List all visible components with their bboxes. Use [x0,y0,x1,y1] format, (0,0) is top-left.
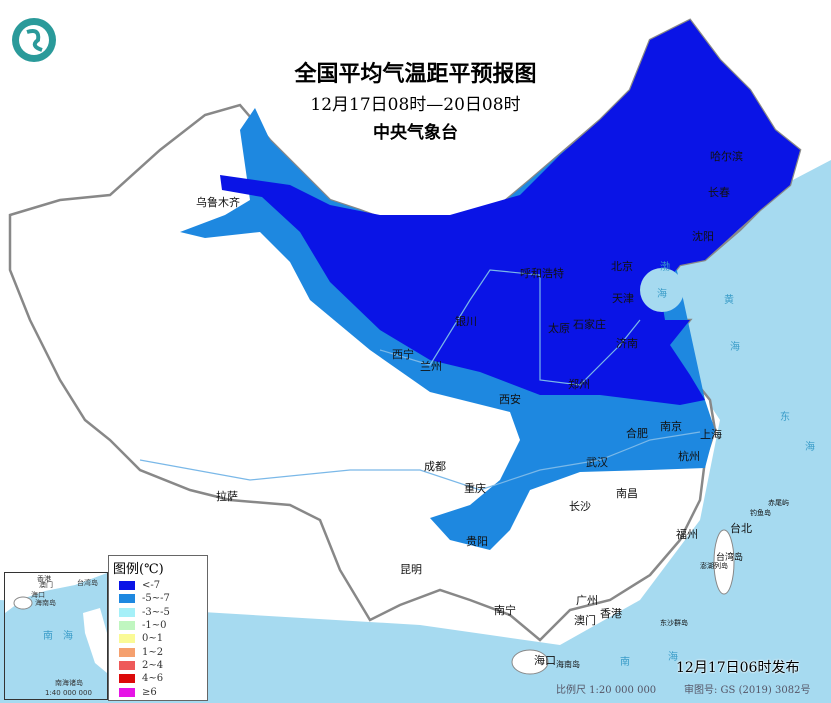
svg-text:东: 东 [780,410,790,423]
svg-text:上海: 上海 [700,427,722,441]
south-china-sea-inset: 香港 澳门 台湾岛 海口 海南岛 南 海 南海诸岛 1:40 000 000 [4,572,108,700]
svg-text:1:40 000 000: 1:40 000 000 [45,689,92,697]
svg-text:拉萨: 拉萨 [216,489,238,503]
taiwan-island [713,529,735,595]
svg-text:澎湖列岛: 澎湖列岛 [700,561,728,570]
svg-text:广州: 广州 [576,594,598,607]
svg-text:武汉: 武汉 [586,456,608,469]
yellow-river [379,269,641,386]
svg-text:呼和浩特: 呼和浩特 [520,266,564,280]
svg-text:海口: 海口 [31,590,45,599]
city-labels: 乌鲁木齐 哈尔滨 长春 沈阳 北京 天津 呼和浩特 石家庄 太原 济南 银川 兰… [196,149,752,667]
svg-text:海南岛: 海南岛 [35,598,56,607]
svg-text:南京: 南京 [660,419,682,433]
svg-text:沈阳: 沈阳 [692,229,714,243]
forecast-period: 12月17日08时—20日08时 [310,95,521,115]
svg-text:海口: 海口 [534,653,556,667]
legend-item: 4~6 [119,672,207,685]
svg-text:南昌: 南昌 [616,487,638,500]
legend-item: 2~4 [119,659,207,672]
svg-text:台湾岛: 台湾岛 [716,551,743,563]
svg-text:海: 海 [730,340,740,353]
svg-text:海: 海 [657,287,667,300]
svg-text:渤: 渤 [660,260,670,273]
svg-text:澳门: 澳门 [574,613,596,627]
svg-text:黄: 黄 [724,293,734,306]
svg-text:长春: 长春 [708,186,730,199]
issuer: 中央气象台 [373,123,458,143]
svg-text:北京: 北京 [611,259,633,273]
svg-text:澳门: 澳门 [39,580,53,589]
svg-text:南宁: 南宁 [494,603,516,617]
svg-text:贵阳: 贵阳 [466,535,488,548]
svg-text:香港: 香港 [37,574,51,583]
svg-text:西宁: 西宁 [392,347,414,361]
hainan-island [511,649,549,675]
svg-text:成都: 成都 [424,460,446,473]
svg-text:哈尔滨: 哈尔滨 [710,149,743,163]
svg-text:济南: 济南 [616,336,638,350]
svg-text:福州: 福州 [676,527,698,541]
svg-text:南海诸岛: 南海诸岛 [55,678,83,687]
svg-text:台北: 台北 [730,521,752,535]
sea-labels: 渤 海 黄 海 东 海 南 海 台湾岛 海南岛 钓鱼岛 赤尾屿 澎湖列岛 东沙群… [556,260,815,669]
svg-text:海南岛: 海南岛 [556,659,580,669]
svg-text:银川: 银川 [455,314,477,328]
map-scale: 比例尺 1:20 000 000 [556,685,657,696]
svg-text:郑州: 郑州 [568,377,590,391]
legend: 图例(℃) <-7 -5~-7 -3~-5 -1~0 0~1 1~2 2~4 4… [108,555,208,701]
yangtze-river [139,431,701,491]
svg-text:长沙: 长沙 [569,500,591,513]
svg-text:西安: 西安 [499,392,521,406]
svg-text:杭州: 杭州 [678,449,700,463]
legend-item: <-7 [119,579,207,592]
svg-text:南: 南 [620,655,630,668]
svg-text:钓鱼岛: 钓鱼岛 [750,508,771,517]
svg-text:天津: 天津 [612,292,634,305]
legend-item: 1~2 [119,645,207,658]
legend-item: -5~-7 [119,592,207,605]
svg-text:赤尾屿: 赤尾屿 [768,498,789,507]
svg-text:昆明: 昆明 [400,563,422,576]
svg-text:东沙群岛: 东沙群岛 [660,618,688,627]
svg-text:太原: 太原 [548,322,570,335]
svg-text:重庆: 重庆 [464,481,486,495]
svg-text:海: 海 [805,440,815,453]
svg-text:海: 海 [63,629,73,642]
publish-time: 12月17日06时发布 [676,660,800,676]
legend-title: 图例(℃) [113,562,164,577]
svg-text:南: 南 [43,629,53,642]
svg-text:台湾岛: 台湾岛 [77,578,98,587]
legend-item: ≥6 [119,685,207,698]
map-title: 全国平均气温距平预报图 [294,61,537,87]
svg-text:香港: 香港 [600,607,622,620]
legend-item: -1~0 [119,619,207,632]
svg-text:乌鲁木齐: 乌鲁木齐 [196,195,240,209]
svg-text:兰州: 兰州 [420,360,442,373]
review-number: 审图号: GS (2019) 3082号 [684,685,811,696]
svg-text:海: 海 [668,650,678,663]
svg-text:石家庄: 石家庄 [573,317,606,331]
bohai-sea [640,268,684,312]
legend-item: 0~1 [119,632,207,645]
legend-item: -3~-5 [119,606,207,619]
svg-text:合肥: 合肥 [626,426,648,440]
